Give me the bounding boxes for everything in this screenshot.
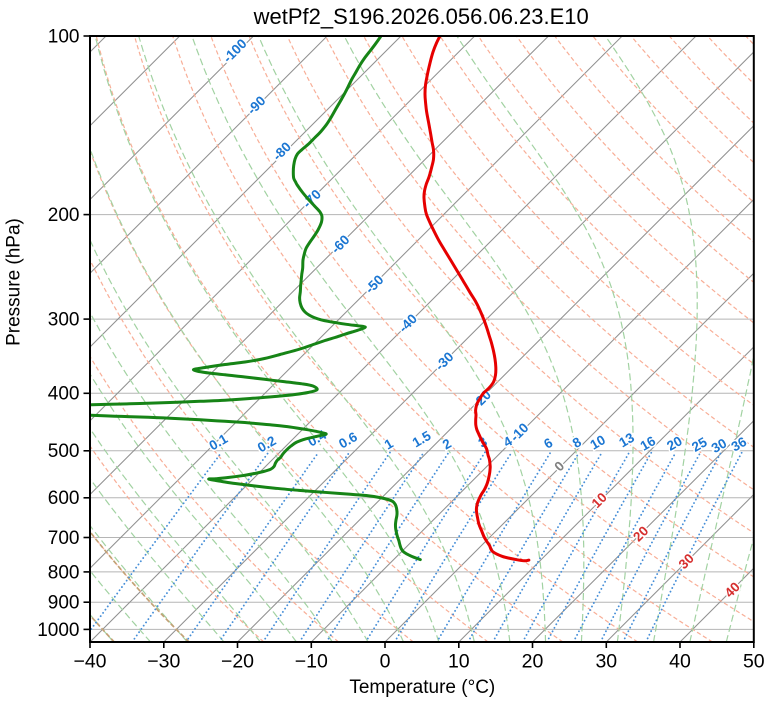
svg-text:25: 25 [689, 434, 710, 455]
svg-text:−10: −10 [295, 651, 328, 673]
svg-text:10: 10 [448, 651, 470, 673]
svg-text:20: 20 [664, 433, 685, 454]
svg-text:10: 10 [587, 432, 608, 453]
svg-text:700: 700 [48, 528, 80, 549]
svg-text:−40: −40 [73, 651, 106, 673]
svg-text:300: 300 [48, 310, 80, 331]
svg-text:500: 500 [48, 441, 80, 462]
svg-text:400: 400 [48, 384, 80, 405]
svg-text:Pressure (hPa): Pressure (hPa) [4, 218, 25, 346]
svg-text:Temperature (°C): Temperature (°C) [349, 677, 495, 698]
svg-text:wetPf2_S196.2026.056.06.23.E10: wetPf2_S196.2026.056.06.23.E10 [253, 4, 589, 29]
svg-text:200: 200 [48, 205, 80, 226]
svg-text:−20: −20 [221, 651, 254, 673]
svg-text:13: 13 [616, 430, 637, 451]
svg-text:50: 50 [743, 651, 765, 673]
svg-text:900: 900 [48, 593, 80, 614]
svg-text:16: 16 [638, 433, 659, 454]
svg-text:0: 0 [380, 651, 391, 673]
svg-text:36: 36 [729, 434, 750, 455]
svg-text:30: 30 [595, 651, 617, 673]
svg-text:40: 40 [669, 651, 691, 673]
svg-text:30: 30 [709, 435, 730, 456]
svg-text:1000: 1000 [37, 620, 79, 641]
svg-text:100: 100 [48, 26, 80, 47]
svg-text:20: 20 [522, 651, 544, 673]
svg-text:800: 800 [48, 562, 80, 583]
svg-text:−30: −30 [147, 651, 180, 673]
svg-text:600: 600 [48, 488, 80, 509]
